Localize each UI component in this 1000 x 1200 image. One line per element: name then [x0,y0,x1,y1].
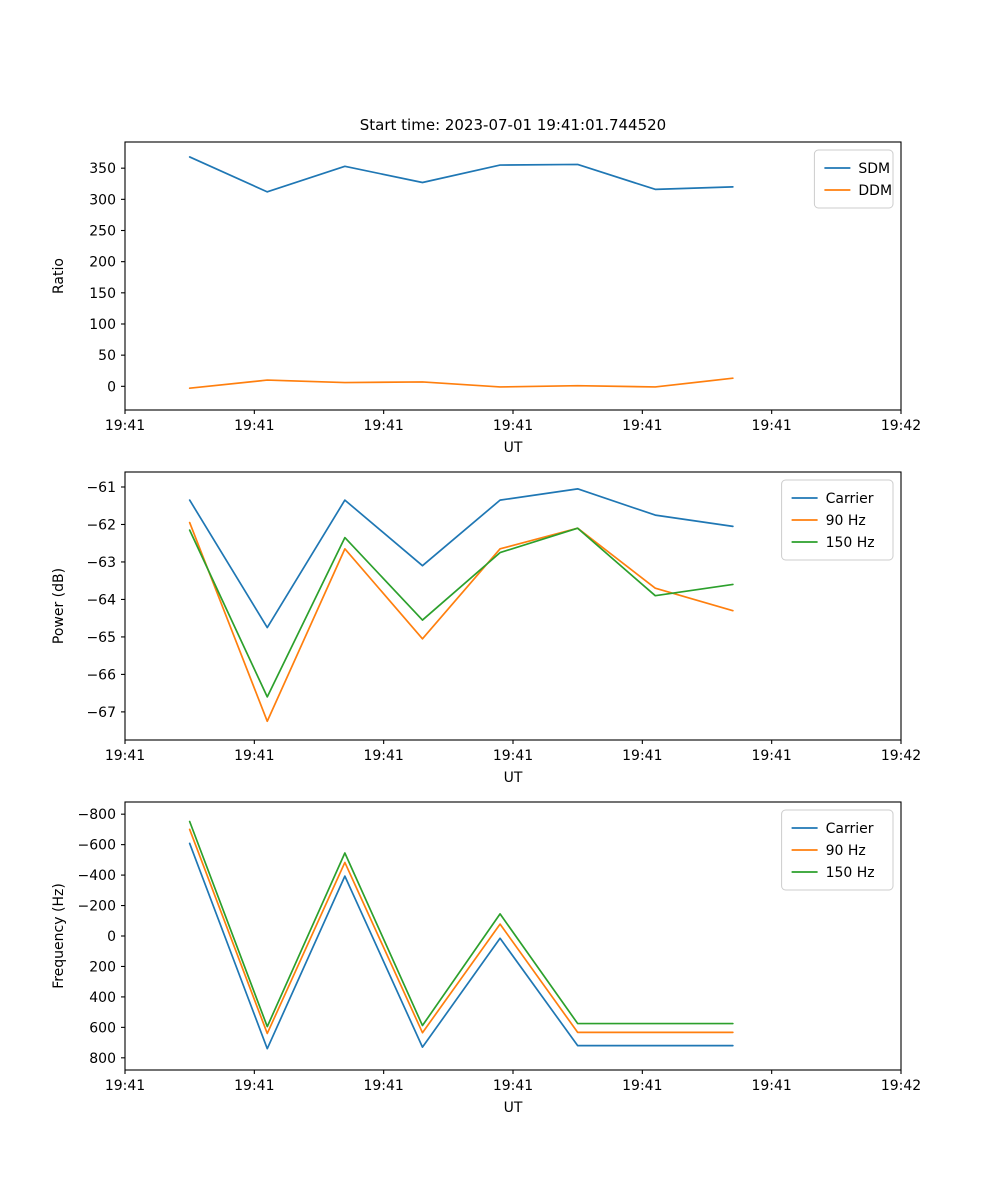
legend-label-carrier: Carrier [826,821,874,837]
subplot-frequency-plot: 19:41 19:41 19:41 19:41 19:41 19:41 19:42 −800 −… [51,801,921,1116]
x-tick-label: 19:41 [493,748,533,764]
x-tick-label: 19:41 [751,418,791,434]
legend-label-ddm: DDM [858,183,892,199]
legend-box [781,479,894,561]
plot-area-background [125,142,901,410]
x-tick-label: 19:41 [622,748,662,764]
y-tick-label: −66 [86,667,116,683]
y-tick-label: 100 [89,317,116,333]
y-tick-label: 400 [89,990,116,1006]
y-tick-label: −400 [78,868,116,884]
x-axis-label: UT [504,440,523,456]
series-line-150-hz [188,527,734,698]
y-tick-label: −67 [86,705,116,721]
x-tick-label: 19:41 [493,1078,533,1094]
legend-label-carrier: Carrier [826,491,874,507]
y-tick-label: −200 [78,899,116,915]
y-tick-label: −64 [86,592,116,608]
x-tick-label: 19:41 [105,1078,145,1094]
legend-label-90-hz: 90 Hz [826,513,866,529]
x-tick-label: 19:41 [105,748,145,764]
x-tick-label: 19:41 [363,418,403,434]
x-tick-label: 19:41 [363,1078,403,1094]
x-axis-label: UT [504,1100,523,1116]
y-axis-label: Ratio [51,258,67,294]
x-tick-label: 19:41 [234,1078,274,1094]
y-tick-label: 150 [89,286,116,302]
series-line-sdm [188,156,734,193]
y-tick-label: −600 [78,838,116,854]
series-line-carrier [188,842,734,1050]
series-line-ddm [188,377,734,390]
x-tick-label: 19:41 [622,418,662,434]
y-tick-label: −65 [86,630,116,646]
series-line-90-hz [188,521,734,723]
y-tick-label: −61 [86,480,116,496]
y-tick-label: 600 [89,1020,116,1036]
y-axis-label: Power (dB) [51,568,67,644]
x-tick-label: 19:42 [881,1078,921,1094]
y-tick-label: 800 [89,1051,116,1067]
legend-label-150-hz: 150 Hz [826,865,875,881]
series-line-90-hz [188,828,734,1035]
x-tick-label: 19:41 [234,418,274,434]
series-line-carrier [188,488,734,629]
plot-area-background [125,802,901,1070]
y-tick-label: 0 [107,929,116,945]
y-tick-label: −63 [86,555,116,571]
x-axis-label: UT [504,770,523,786]
x-tick-label: 19:41 [363,748,403,764]
legend-box [813,149,894,209]
y-tick-label: 350 [89,161,116,177]
legend-label-sdm: SDM [858,161,890,177]
x-tick-label: 19:41 [751,1078,791,1094]
y-axis-label: Frequency (Hz) [51,883,67,989]
x-tick-label: 19:42 [881,418,921,434]
y-tick-label: 200 [89,959,116,975]
series-line-150-hz [188,820,734,1028]
y-tick-label: 0 [107,379,116,395]
y-tick-label: 300 [89,192,116,208]
subplots-container: 19:41 19:41 19:41 19:41 19:41 19:41 19:42 0 50 10… [51,116,921,1116]
y-tick-label: −62 [86,517,116,533]
x-tick-label: 19:41 [234,748,274,764]
x-tick-label: 19:41 [105,418,145,434]
plot-title: Start time: 2023-07-01 19:41:01.744520 [360,116,666,134]
y-tick-label: 250 [89,224,116,240]
legend-box [781,809,894,891]
legend-label-90-hz: 90 Hz [826,843,866,859]
x-tick-label: 19:42 [881,748,921,764]
y-tick-label: 50 [98,348,116,364]
subplot-power-plot: 19:41 19:41 19:41 19:41 19:41 19:41 19:42 −61 −6… [51,471,921,786]
x-tick-label: 19:41 [493,418,533,434]
y-tick-label: 200 [89,255,116,271]
legend-label-150-hz: 150 Hz [826,535,875,551]
x-tick-label: 19:41 [751,748,791,764]
x-tick-label: 19:41 [622,1078,662,1094]
y-tick-label: −800 [78,807,116,823]
subplot-ratio-plot: 19:41 19:41 19:41 19:41 19:41 19:41 19:42 0 50 10… [51,116,921,456]
